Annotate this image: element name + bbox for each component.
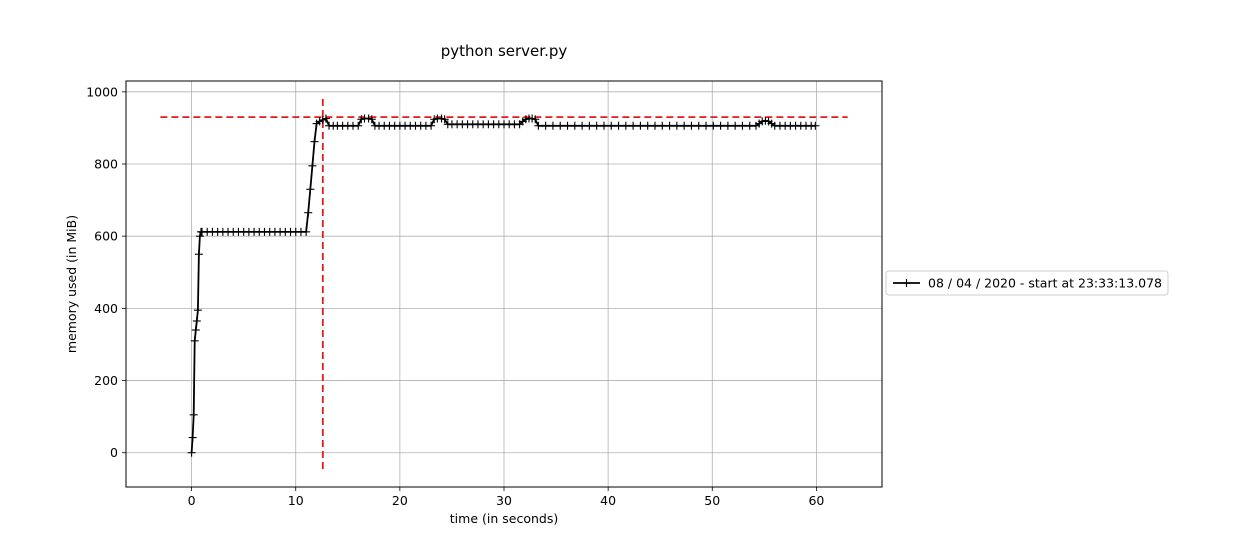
y-tick-label: 800 bbox=[94, 157, 118, 172]
x-tick-label: 0 bbox=[188, 493, 196, 508]
data-point bbox=[694, 121, 703, 130]
data-point bbox=[811, 121, 820, 130]
series-line bbox=[190, 117, 816, 453]
data-point bbox=[629, 121, 638, 130]
data-point bbox=[191, 326, 200, 335]
data-point bbox=[531, 115, 540, 124]
legend-label: 08 / 04 / 2020 - start at 23:33:13.078 bbox=[928, 276, 1162, 291]
data-point bbox=[302, 227, 311, 236]
data-point bbox=[614, 121, 623, 130]
y-tick-label: 0 bbox=[110, 445, 118, 460]
data-point bbox=[650, 121, 659, 130]
data-point bbox=[599, 121, 608, 130]
data-point bbox=[585, 121, 594, 130]
data-point bbox=[636, 121, 645, 130]
data-point bbox=[738, 121, 747, 130]
x-tick-label: 30 bbox=[496, 493, 512, 508]
y-axis-ticks: 0 200 400 600 800 1000 bbox=[86, 84, 126, 460]
reference-lines bbox=[160, 99, 848, 469]
data-point bbox=[367, 115, 376, 124]
data-point bbox=[306, 185, 315, 194]
data-point bbox=[658, 121, 667, 130]
data-point bbox=[190, 336, 199, 345]
x-tick-label: 10 bbox=[288, 493, 304, 508]
data-point bbox=[354, 121, 363, 130]
y-tick-label: 1000 bbox=[86, 84, 118, 99]
series-layer bbox=[187, 114, 820, 457]
y-tick-label: 600 bbox=[94, 229, 118, 244]
data-point bbox=[556, 121, 565, 130]
chart-title: python server.py bbox=[441, 42, 568, 60]
data-point bbox=[195, 232, 204, 241]
data-point bbox=[731, 121, 740, 130]
x-axis-ticks: 0 10 20 30 40 50 60 bbox=[188, 487, 824, 508]
data-point bbox=[570, 121, 579, 130]
data-point bbox=[321, 114, 330, 123]
data-point bbox=[188, 433, 197, 442]
data-point bbox=[308, 161, 317, 170]
data-point bbox=[310, 137, 319, 146]
x-tick-label: 60 bbox=[808, 493, 824, 508]
data-point bbox=[592, 121, 601, 130]
data-point bbox=[672, 121, 681, 130]
data-point bbox=[548, 121, 557, 130]
data-point bbox=[709, 121, 718, 130]
data-point bbox=[578, 121, 587, 130]
x-tick-label: 50 bbox=[704, 493, 720, 508]
legend: 08 / 04 / 2020 - start at 23:33:13.078 bbox=[885, 270, 1169, 296]
data-point bbox=[193, 306, 202, 315]
data-point bbox=[621, 121, 630, 130]
legend-box bbox=[885, 270, 1169, 296]
grid bbox=[126, 81, 882, 487]
data-point bbox=[187, 448, 196, 457]
data-point bbox=[687, 121, 696, 130]
data-point bbox=[607, 121, 616, 130]
data-point bbox=[304, 208, 313, 217]
y-axis-label: memory used (in MiB) bbox=[64, 215, 79, 353]
x-tick-label: 20 bbox=[392, 493, 408, 508]
data-point bbox=[723, 121, 732, 130]
data-point bbox=[194, 250, 203, 259]
data-point bbox=[427, 121, 436, 130]
y-tick-label: 200 bbox=[94, 373, 118, 388]
x-tick-label: 40 bbox=[600, 493, 616, 508]
data-point bbox=[440, 115, 449, 124]
data-point bbox=[192, 316, 201, 325]
data-point bbox=[716, 121, 725, 130]
data-point bbox=[189, 410, 198, 419]
data-point bbox=[643, 121, 652, 130]
data-point bbox=[541, 121, 550, 130]
data-point bbox=[702, 121, 711, 130]
x-axis-label: time (in seconds) bbox=[450, 511, 558, 526]
y-tick-label: 400 bbox=[94, 301, 118, 316]
data-point bbox=[534, 121, 543, 130]
legend-marker bbox=[902, 279, 911, 287]
data-point bbox=[563, 121, 572, 130]
data-point bbox=[665, 121, 674, 130]
data-point bbox=[680, 121, 689, 130]
